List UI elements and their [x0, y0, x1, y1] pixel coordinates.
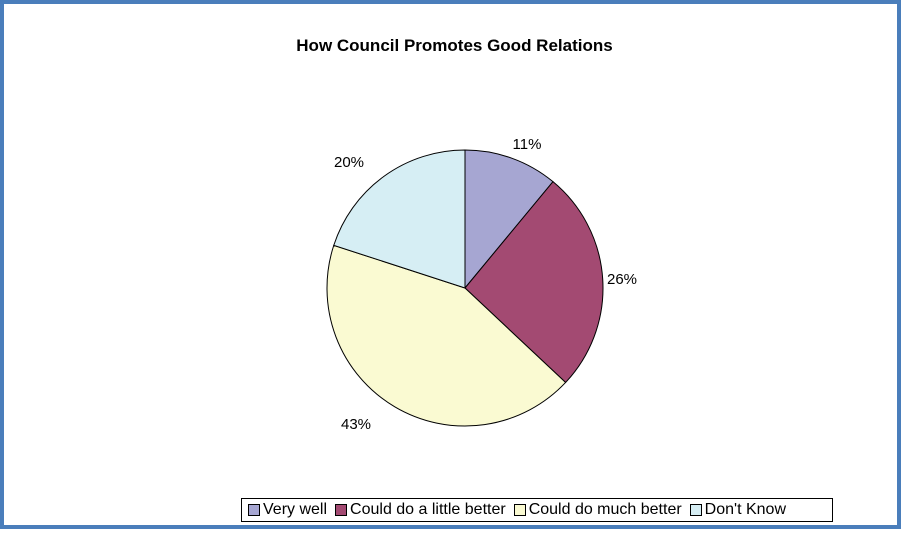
pie-data-label-2: 26% [607, 271, 637, 288]
legend-item-4: Don't Know [689, 501, 786, 519]
chart-title: How Council Promotes Good Relations [296, 36, 613, 55]
pie-slice-3 [326, 244, 567, 427]
legend-label: Very well [263, 501, 328, 518]
legend-swatch [335, 504, 348, 516]
legend-label: Could do much better [528, 501, 682, 518]
pie-chart: 11% 26% 43% 20% [326, 136, 637, 433]
legend-label: Don't Know [704, 501, 786, 518]
pie-data-label-1: 11% [513, 136, 542, 153]
pie-data-label-4: 20% [334, 154, 364, 171]
legend-swatch [248, 504, 260, 516]
pie-data-label-3: 43% [341, 416, 371, 433]
pie-slice-2 [464, 180, 604, 384]
legend-label: Could do a little better [350, 501, 506, 518]
legend-swatch [513, 504, 526, 516]
legend-item-2: Could do a little better [335, 501, 506, 519]
legend-swatch [689, 504, 702, 516]
pie-slice-1 [464, 149, 554, 290]
legend-item-1: Very well [248, 501, 327, 519]
legend-item-3: Could do much better [513, 501, 682, 519]
pie-slice-4 [333, 149, 466, 289]
chart-legend: Very well Could do a little better Could d… [241, 498, 833, 522]
